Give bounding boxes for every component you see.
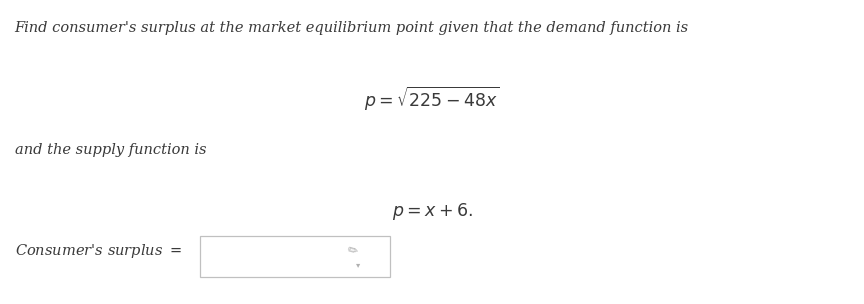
Text: Consumer's surplus $=$: Consumer's surplus $=$ [15,242,181,260]
Bar [200,236,390,277]
Text: $p = \sqrt{225 - 48x}$: $p = \sqrt{225 - 48x}$ [364,85,500,113]
Text: and the supply function is: and the supply function is [15,143,206,157]
Text: ✏: ✏ [345,244,359,259]
Text: Find consumer's surplus at the market equilibrium point given that the demand fu: Find consumer's surplus at the market eq… [15,21,689,35]
Text: ▾: ▾ [357,260,360,269]
Text: $p = x + 6.$: $p = x + 6.$ [391,201,473,222]
